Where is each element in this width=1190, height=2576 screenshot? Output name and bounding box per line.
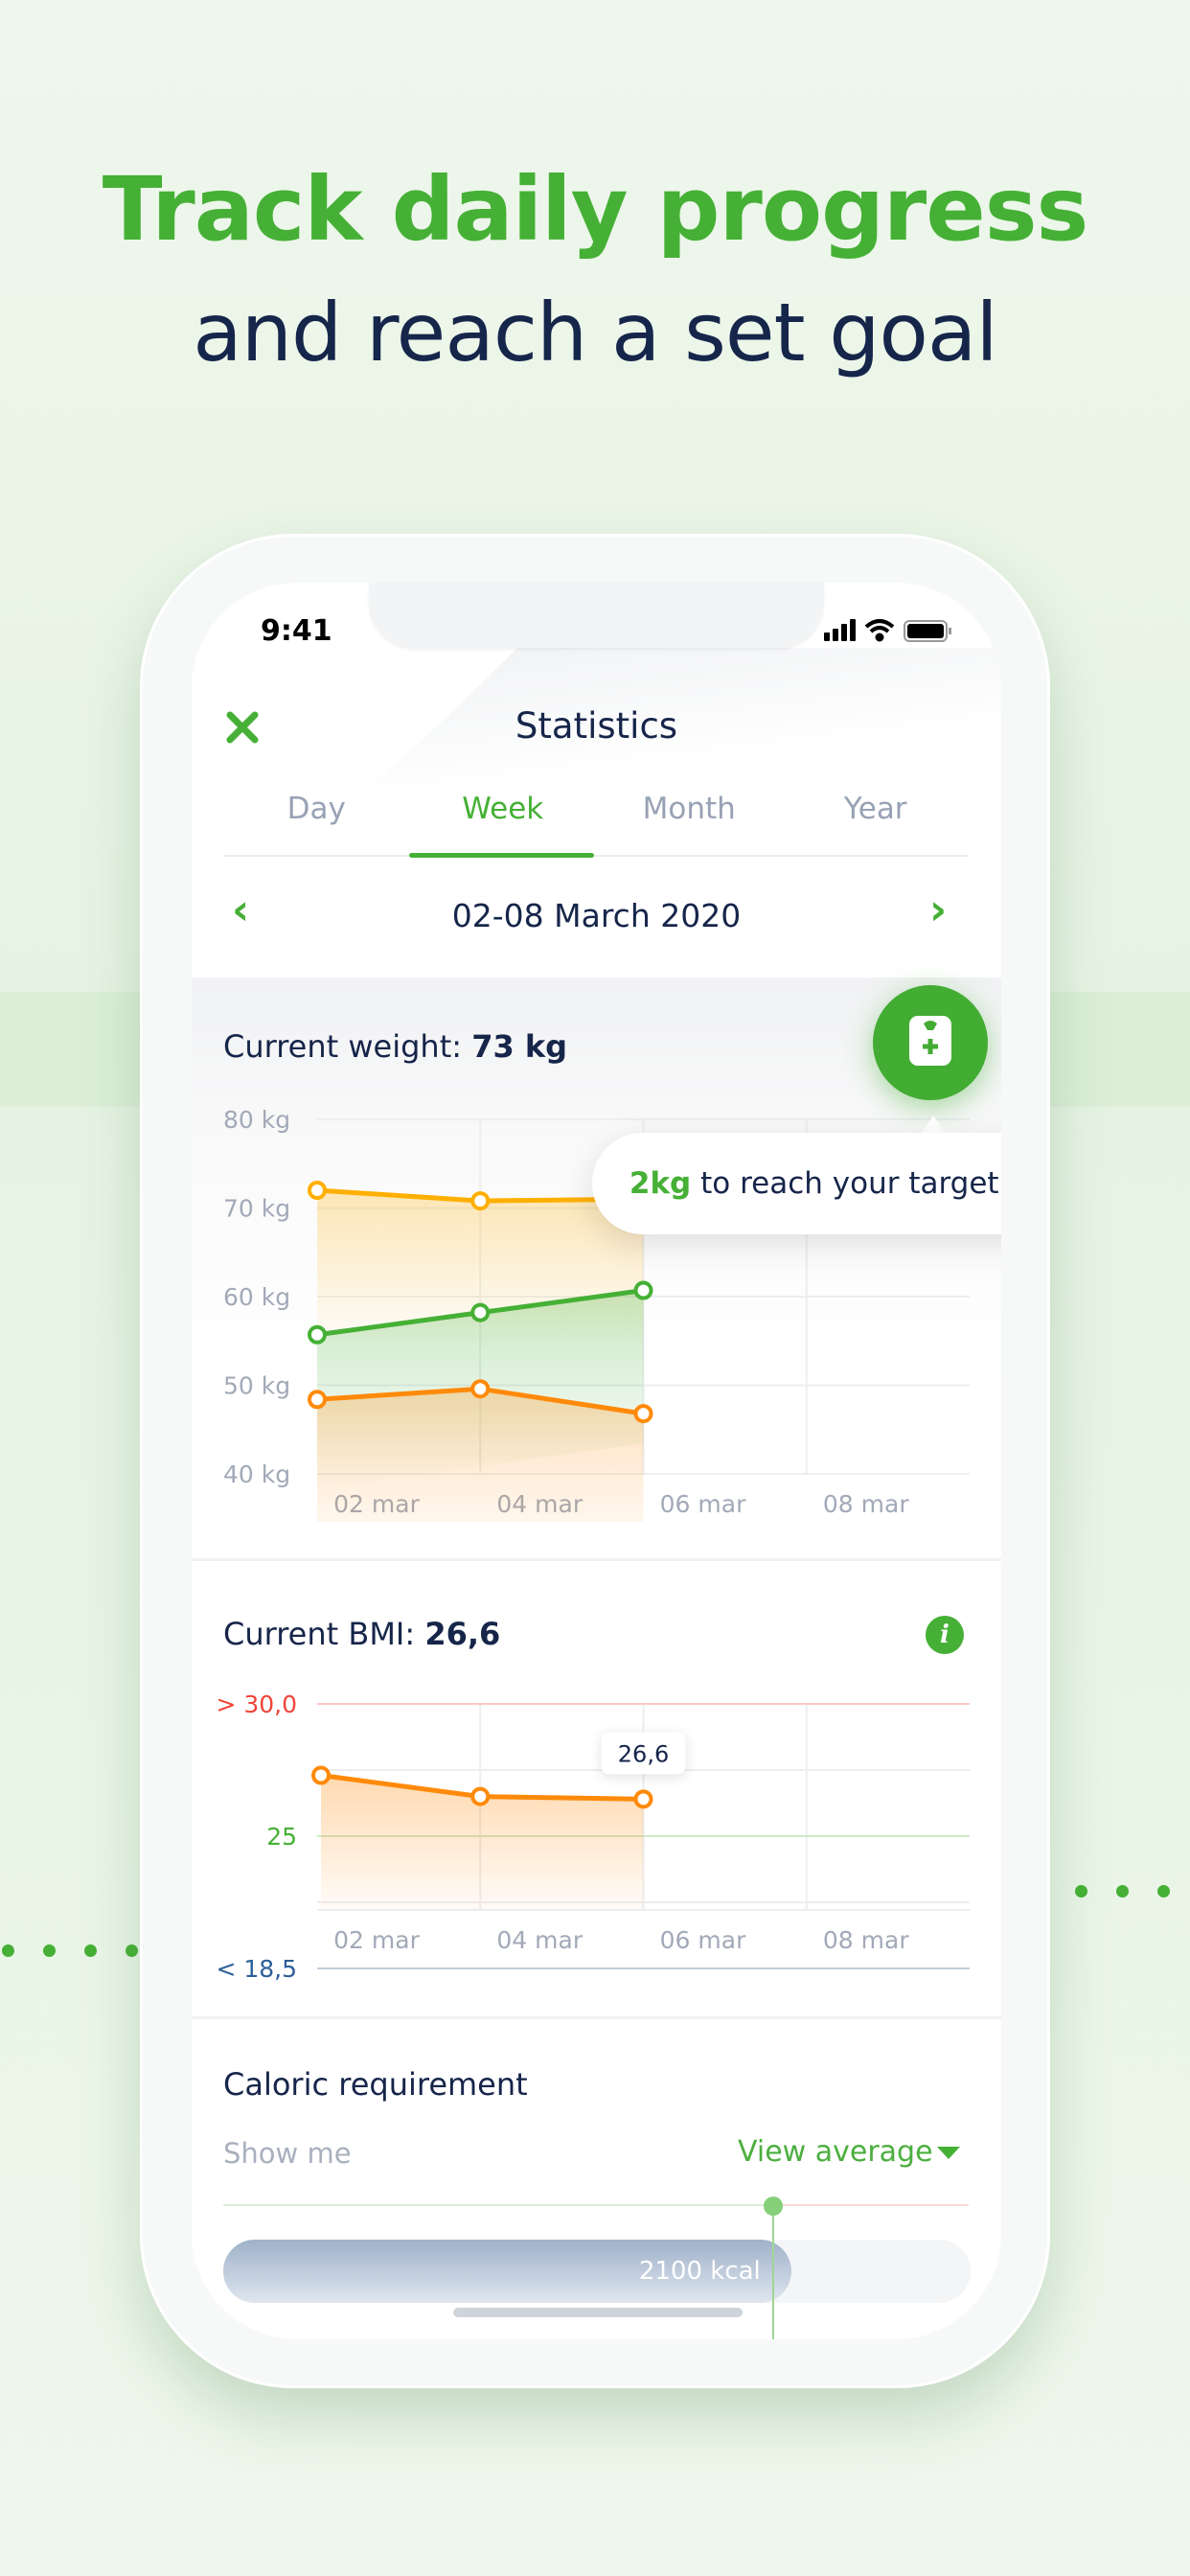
x-tick-label: 06 mar [660,1926,746,1954]
data-point [633,1404,653,1424]
y-tick-label: 70 kg [223,1195,290,1223]
decorative-dots-right [1075,1885,1190,1898]
date-range: 02-08 March 2020 [451,897,742,934]
current-weight-value: 73 kg [471,1028,568,1065]
caret-down-icon[interactable] [937,2147,960,2159]
chevron-right-icon[interactable]: › [929,886,948,934]
goal-text: to reach your target goal! [700,1166,999,1201]
slider-line-green [223,2204,773,2206]
y-tick-label: 25 [266,1823,297,1851]
x-tick-label: 02 mar [333,1926,420,1954]
caloric-bar: 2100 kcal [223,2240,791,2303]
slider-knob[interactable] [764,2196,783,2216]
decorative-dots-left [2,1944,138,1957]
info-icon[interactable]: i [926,1616,964,1654]
page-title: Statistics [515,705,678,747]
x-tick-label: 06 mar [660,1490,746,1518]
data-point [311,1765,331,1785]
data-point [633,1789,653,1809]
data-point [470,1379,491,1399]
active-tab-indicator [409,853,594,858]
caloric-title: Caloric requirement [223,2066,528,2103]
series-area [317,1389,644,1522]
current-bmi: Current BMI: 26,6 [223,1616,500,1652]
section-divider [192,1558,1001,1561]
close-x-icon[interactable] [226,711,259,744]
series-area [321,1775,644,1910]
goal-amount: 2kg [629,1166,692,1201]
tab-day[interactable]: Day [286,792,346,826]
slider-marker-line [772,2205,774,2339]
header-curve [192,648,1001,974]
tabs-divider [223,855,969,857]
wifi-icon [864,619,895,642]
y-tick-label: 60 kg [223,1283,290,1311]
data-point [470,1302,491,1322]
tab-year[interactable]: Year [843,792,907,826]
y-tick-label: < 18,5 [216,1955,297,1983]
current-bmi-value: 26,6 [424,1616,501,1652]
y-tick-label: > 30,0 [216,1690,297,1718]
period-tabs: Day Week Month Year [223,792,969,855]
goal-bubble: 2kg to reach your target goal! [592,1133,1001,1234]
data-point [308,1324,327,1345]
value-tooltip-text: 26,6 [618,1740,669,1767]
slider-line-red [773,2204,969,2206]
status-icons [824,619,951,642]
add-weight-button[interactable] [873,985,988,1100]
scale-plus-icon [909,1016,951,1066]
data-point [470,1191,491,1211]
data-point [308,1390,327,1410]
headline-line2: and reach a set goal [193,286,997,380]
view-average-select[interactable]: View average [738,2135,933,2169]
battery-icon [904,620,951,642]
current-bmi-label: Current BMI: [223,1616,416,1652]
data-point [308,1181,327,1200]
y-tick-label: 80 kg [223,1106,290,1134]
bmi-chart: > 30,0 25 < 18,5 26,6 02 mar 04 mar 06 mar 08 m… [216,1690,970,1983]
x-tick-label: 04 mar [496,1926,583,1954]
tab-month[interactable]: Month [642,792,736,826]
x-tick-label: 08 mar [823,1926,909,1954]
headline-line1: Track daily progress [102,158,1088,261]
signal-icon [824,619,856,641]
section-divider [192,2016,1001,2019]
y-tick-label: 50 kg [223,1372,290,1400]
show-me-label: Show me [223,2137,352,2170]
tab-week[interactable]: Week [462,792,544,826]
current-weight: Current weight: 73 kg [223,1028,567,1065]
data-point [470,1786,491,1806]
x-tick-label: 08 mar [823,1490,909,1518]
notch [369,583,824,648]
status-time: 9:41 [261,614,332,648]
y-tick-label: 40 kg [223,1460,290,1488]
chevron-left-icon[interactable]: ‹ [232,886,250,934]
phone-screen: 9:41 Statistics Day Week Month Year ‹ 02… [192,583,1001,2339]
bubble-pointer [920,1116,947,1135]
current-weight-label: Current weight: [223,1028,463,1065]
data-point [633,1280,653,1300]
home-indicator[interactable] [453,2308,743,2317]
value-tooltip [601,1732,686,1775]
